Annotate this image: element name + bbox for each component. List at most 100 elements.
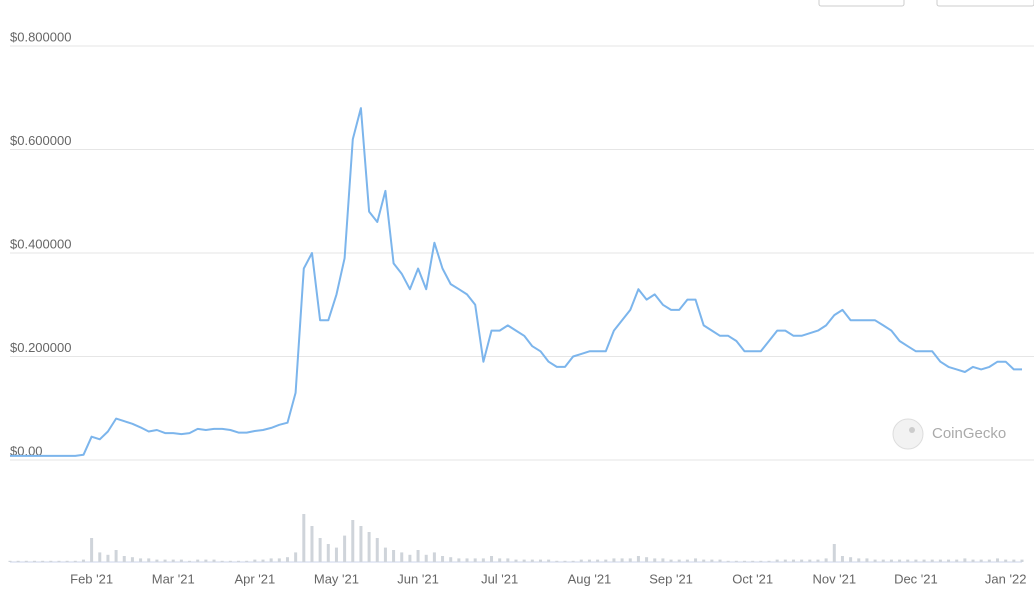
x-tick-label: Mar '21	[152, 571, 195, 586]
x-tick-label: Nov '21	[812, 571, 856, 586]
volume-bar	[538, 559, 542, 562]
volume-bar	[473, 558, 477, 562]
volume-bar	[277, 558, 281, 562]
x-tick-label: May '21	[314, 571, 359, 586]
volume-bar	[106, 554, 110, 562]
volume-bar	[636, 556, 640, 562]
range-button[interactable]	[936, 0, 1034, 7]
volume-bar	[441, 556, 445, 562]
volume-bar	[726, 560, 730, 562]
volume-bar	[996, 558, 1000, 562]
volume-bar	[196, 559, 200, 562]
y-tick-label: $0.600000	[10, 133, 71, 148]
volume-bar	[881, 559, 885, 562]
volume-bar	[800, 559, 804, 562]
volume-bar	[555, 560, 559, 562]
volume-bar	[808, 559, 812, 562]
volume-bar	[416, 550, 420, 562]
x-tick-label: Sep '21	[649, 571, 693, 586]
volume-bar	[351, 520, 355, 562]
volume-bar	[155, 559, 159, 562]
volume-bar	[228, 560, 232, 562]
volume-bar	[963, 558, 967, 562]
x-tick-label: Jan '22	[985, 571, 1027, 586]
y-tick-label: $0.200000	[10, 340, 71, 355]
volume-bar	[171, 559, 175, 562]
watermark-logo	[892, 418, 924, 450]
y-tick-label: $0.00	[10, 443, 43, 458]
volume-bar	[41, 560, 45, 562]
volume-bar	[269, 558, 273, 562]
volume-bar	[237, 560, 241, 562]
range-button[interactable]	[818, 0, 905, 7]
volume-bar	[32, 560, 36, 562]
volume-bar	[587, 559, 591, 562]
volume-bar	[955, 559, 959, 562]
volume-bar	[130, 557, 134, 562]
volume-bar	[702, 559, 706, 562]
volume-bar	[620, 558, 624, 562]
volume-bar	[767, 560, 771, 562]
volume-bar	[1012, 559, 1016, 562]
x-tick-label: Aug '21	[568, 571, 612, 586]
watermark-logo-eye	[909, 427, 915, 433]
volume-bar	[65, 560, 69, 562]
volume-bar	[514, 559, 518, 562]
volume-bar	[81, 559, 85, 562]
volume-bar	[432, 552, 436, 562]
volume-bar	[922, 559, 926, 562]
volume-bar	[188, 560, 192, 562]
volume-bar	[334, 547, 338, 562]
volume-bar	[971, 559, 975, 562]
volume-bar	[775, 559, 779, 562]
watermark: CoinGecko	[892, 418, 1006, 450]
price-line	[10, 107, 1022, 457]
volume-bar	[816, 559, 820, 562]
volume-bar	[220, 560, 224, 562]
volume-bar	[612, 558, 616, 562]
volume-bar	[285, 557, 289, 562]
volume-bar	[49, 560, 53, 562]
volume-bar	[245, 560, 249, 562]
volume-bar	[457, 558, 461, 562]
x-tick-label: Jul '21	[481, 571, 518, 586]
volume-bar	[604, 559, 608, 562]
volume-bar	[832, 544, 836, 562]
volume-bar	[653, 558, 657, 562]
y-tick-label: $0.800000	[10, 29, 71, 44]
volume-bar	[400, 552, 404, 562]
volume-bar	[783, 559, 787, 562]
volume-bar	[694, 558, 698, 562]
volume-bar	[498, 558, 502, 562]
volume-bar	[522, 559, 526, 562]
volume-bar	[506, 558, 510, 562]
volume-bar	[628, 558, 632, 562]
volume-bar	[987, 559, 991, 562]
volume-bar	[139, 558, 143, 562]
volume-bar	[343, 535, 347, 562]
x-tick-label: Oct '21	[732, 571, 773, 586]
volume-bar	[530, 559, 534, 562]
volume-bar	[661, 558, 665, 562]
volume-bar	[873, 559, 877, 562]
volume-bar	[571, 560, 575, 562]
volume-bar	[824, 558, 828, 562]
volume-bar	[408, 554, 412, 562]
volume-bar	[791, 559, 795, 562]
volume-bar	[465, 558, 469, 562]
volume-bar	[57, 560, 61, 562]
volume-bar	[481, 558, 485, 562]
volume-bar	[930, 559, 934, 562]
volume-bar	[906, 559, 910, 562]
volume-bar	[596, 559, 600, 562]
volume-bar	[147, 558, 151, 562]
volume-bar	[424, 554, 428, 562]
volume-bar	[367, 532, 371, 562]
volume-bar	[24, 560, 28, 562]
x-tick-label: Dec '21	[894, 571, 938, 586]
x-tick-label: Apr '21	[234, 571, 275, 586]
volume-bar	[677, 559, 681, 562]
volume-bar	[383, 547, 387, 562]
volume-bar	[669, 559, 673, 562]
volume-bar	[1004, 559, 1008, 562]
